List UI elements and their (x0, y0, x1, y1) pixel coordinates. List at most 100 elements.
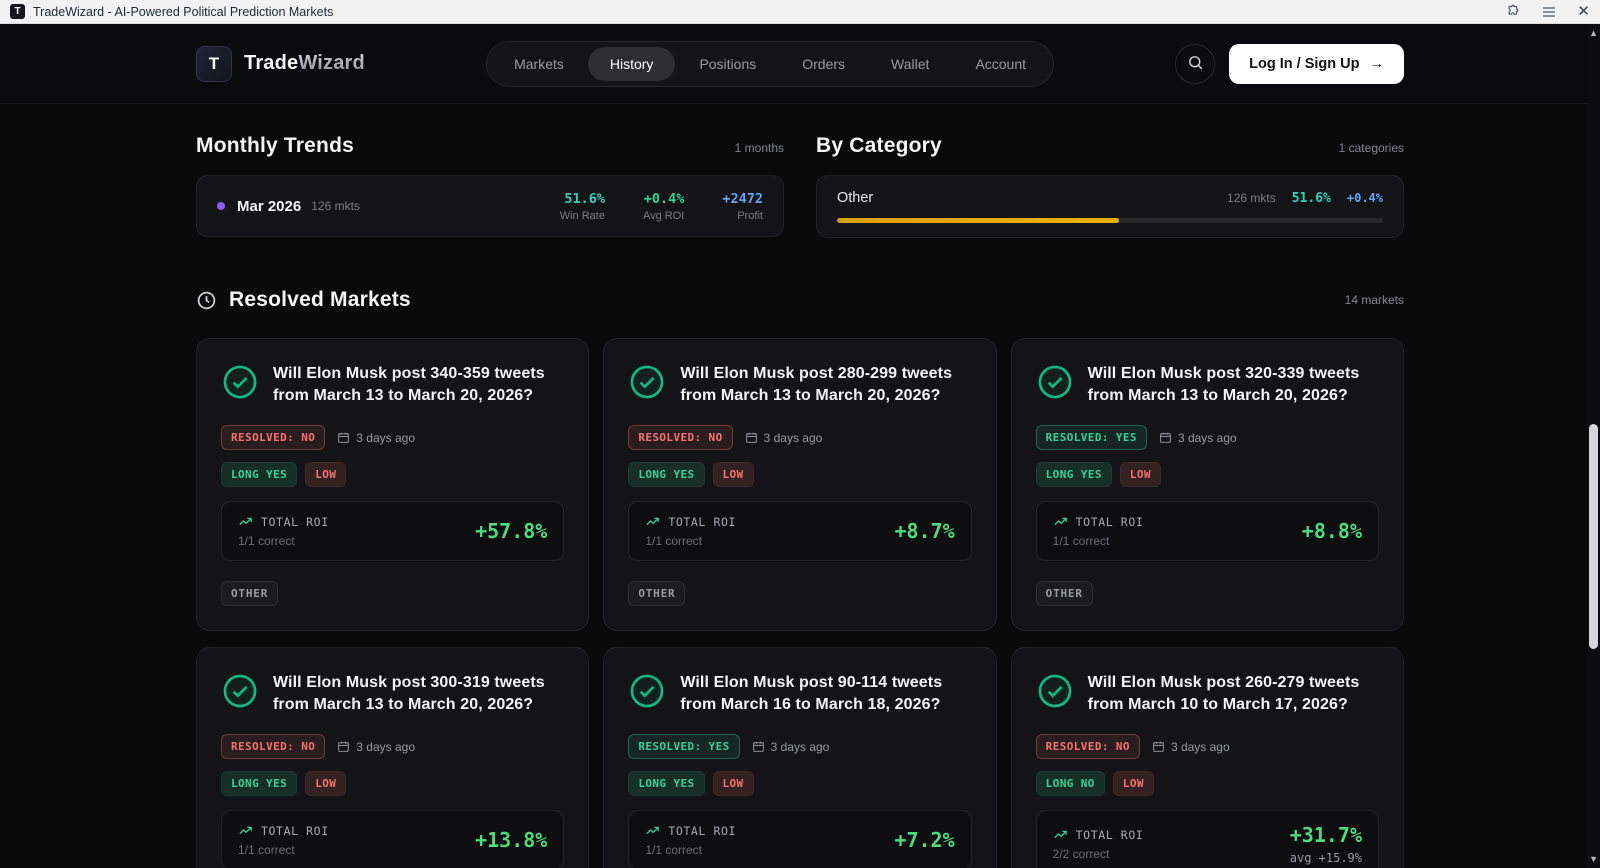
brand[interactable]: T TradeWizard (196, 45, 365, 82)
window-title: TradeWizard - AI-Powered Political Predi… (33, 4, 334, 19)
by-category-section: By Category 1 categories Other 126 mkts … (816, 134, 1404, 238)
roi-label: TOTAL ROI (261, 514, 329, 529)
check-circle-icon (628, 672, 666, 716)
roi-value: +7.2% (894, 828, 955, 853)
resolution-badge: RESOLVED: YES (628, 734, 740, 760)
resolved-markets-section: Resolved Markets 14 markets Will Elon Mu… (196, 288, 1404, 868)
roi-average: avg +15.9% (1289, 851, 1362, 866)
market-card[interactable]: Will Elon Musk post 280-299 tweets from … (603, 338, 997, 632)
categories-count: 1 categories (1338, 141, 1404, 155)
position-badge: LONG YES (1035, 462, 1112, 488)
nav-item-wallet[interactable]: Wallet (869, 47, 951, 81)
extension-icon[interactable] (1506, 4, 1521, 19)
close-icon[interactable]: ✕ (1577, 3, 1590, 20)
resolved-markets-title: Resolved Markets (229, 288, 411, 311)
trending-up-icon (238, 514, 253, 529)
roi-correct: 1/1 correct (1052, 534, 1110, 549)
profit-label: Profit (737, 209, 763, 222)
category-avg-roi: +0.4% (1346, 191, 1383, 205)
trend-month: Mar 2026 (237, 197, 302, 215)
time-ago: 3 days ago (1152, 740, 1230, 754)
roi-box: TOTAL ROI 1/1 correct +8.7% (628, 501, 972, 562)
brand-name: TradeWizard (244, 52, 365, 74)
trending-up-icon (238, 823, 253, 838)
time-ago: 3 days ago (745, 431, 822, 445)
nav-item-markets[interactable]: Markets (492, 47, 586, 81)
market-card[interactable]: Will Elon Musk post 300-319 tweets from … (196, 647, 590, 868)
login-signup-button[interactable]: Log In / Sign Up → (1229, 43, 1404, 84)
monthly-trend-card[interactable]: Mar 2026 126 mkts 51.6% Win Rate +0.4% A… (196, 175, 784, 237)
category-card[interactable]: Other 126 mkts 51.6% +0.4% (816, 175, 1404, 238)
market-card[interactable]: Will Elon Musk post 90-114 tweets from M… (603, 647, 997, 868)
position-badge: LONG YES (628, 771, 705, 797)
category-badge: OTHER (221, 581, 279, 607)
calendar-icon (337, 431, 350, 444)
market-title: Will Elon Musk post 90-114 tweets from M… (680, 674, 943, 714)
clock-icon (196, 290, 217, 311)
roi-correct: 1/1 correct (645, 843, 703, 858)
nav-item-account[interactable]: Account (953, 47, 1048, 81)
calendar-icon (1159, 431, 1172, 444)
monthly-trends-section: Monthly Trends 1 months Mar 2026 126 mkt… (196, 134, 784, 238)
menu-icon[interactable] (1541, 4, 1557, 20)
roi-correct: 2/2 correct (1052, 847, 1110, 862)
calendar-icon (1152, 740, 1165, 753)
monthly-trends-title: Monthly Trends (196, 134, 354, 157)
roi-label: TOTAL ROI (668, 514, 737, 529)
calendar-icon (752, 740, 765, 753)
market-title: Will Elon Musk post 260-279 tweets from … (1087, 674, 1360, 714)
scrollbar-thumb[interactable] (1589, 424, 1598, 649)
market-card[interactable]: Will Elon Musk post 260-279 tweets from … (1010, 647, 1404, 868)
by-category-title: By Category (816, 134, 942, 157)
position-badge: LONG YES (628, 462, 705, 488)
time-ago: 3 days ago (337, 431, 415, 445)
roi-label: TOTAL ROI (1075, 827, 1144, 842)
arrow-right-icon: → (1369, 55, 1385, 72)
roi-value: +8.8% (1301, 519, 1362, 544)
win-rate-value: 51.6% (564, 190, 605, 207)
trending-up-icon (1053, 827, 1068, 842)
trending-up-icon (1053, 514, 1068, 529)
scroll-up-icon[interactable]: ▲ (1589, 28, 1598, 38)
risk-badge: LOW (1119, 462, 1161, 488)
risk-badge: LOW (305, 771, 347, 797)
avg-roi-label: Avg ROI (642, 209, 685, 222)
calendar-icon (337, 740, 350, 753)
market-title: Will Elon Musk post 340-359 tweets from … (273, 365, 545, 405)
roi-correct: 1/1 correct (238, 843, 295, 858)
search-icon (1187, 54, 1204, 74)
nav-item-positions[interactable]: Positions (677, 47, 778, 81)
scroll-down-icon[interactable]: ▼ (1589, 854, 1598, 864)
main-nav: Markets History Positions Orders Wallet … (486, 40, 1055, 87)
roi-box: TOTAL ROI 1/1 correct +13.8% (221, 810, 565, 868)
roi-box: TOTAL ROI 2/2 correct +31.7% avg +15.9% (1035, 810, 1379, 868)
main-content: Monthly Trends 1 months Mar 2026 126 mkt… (196, 104, 1404, 868)
category-badge: OTHER (1035, 581, 1093, 607)
resolution-badge: RESOLVED: YES (1035, 425, 1147, 451)
position-badge: LONG YES (221, 771, 298, 797)
resolved-cards-grid: Will Elon Musk post 340-359 tweets from … (196, 338, 1404, 868)
roi-box: TOTAL ROI 1/1 correct +57.8% (221, 501, 565, 562)
calendar-icon (745, 431, 758, 444)
roi-value: +13.8% (475, 828, 548, 853)
roi-value: +57.8% (475, 519, 548, 544)
check-circle-icon (221, 363, 259, 407)
market-title: Will Elon Musk post 300-319 tweets from … (273, 674, 545, 714)
risk-badge: LOW (1112, 771, 1154, 797)
resolution-badge: RESOLVED: NO (221, 425, 326, 451)
position-badge: LONG NO (1035, 771, 1105, 797)
page-scrollbar[interactable]: ▲ ▼ (1587, 24, 1600, 868)
position-badge: LONG YES (221, 462, 298, 488)
resolution-badge: RESOLVED: NO (628, 425, 733, 451)
market-card[interactable]: Will Elon Musk post 320-339 tweets from … (1010, 338, 1404, 632)
nav-item-orders[interactable]: Orders (780, 47, 867, 81)
trending-up-icon (645, 514, 660, 529)
market-card[interactable]: Will Elon Musk post 340-359 tweets from … (196, 338, 590, 632)
risk-badge: LOW (712, 771, 754, 797)
search-button[interactable] (1175, 43, 1216, 84)
category-name: Other (837, 190, 874, 206)
nav-item-history[interactable]: History (587, 46, 676, 81)
roi-label: TOTAL ROI (1075, 514, 1144, 529)
category-progress-track (837, 218, 1383, 223)
roi-correct: 1/1 correct (645, 534, 703, 549)
